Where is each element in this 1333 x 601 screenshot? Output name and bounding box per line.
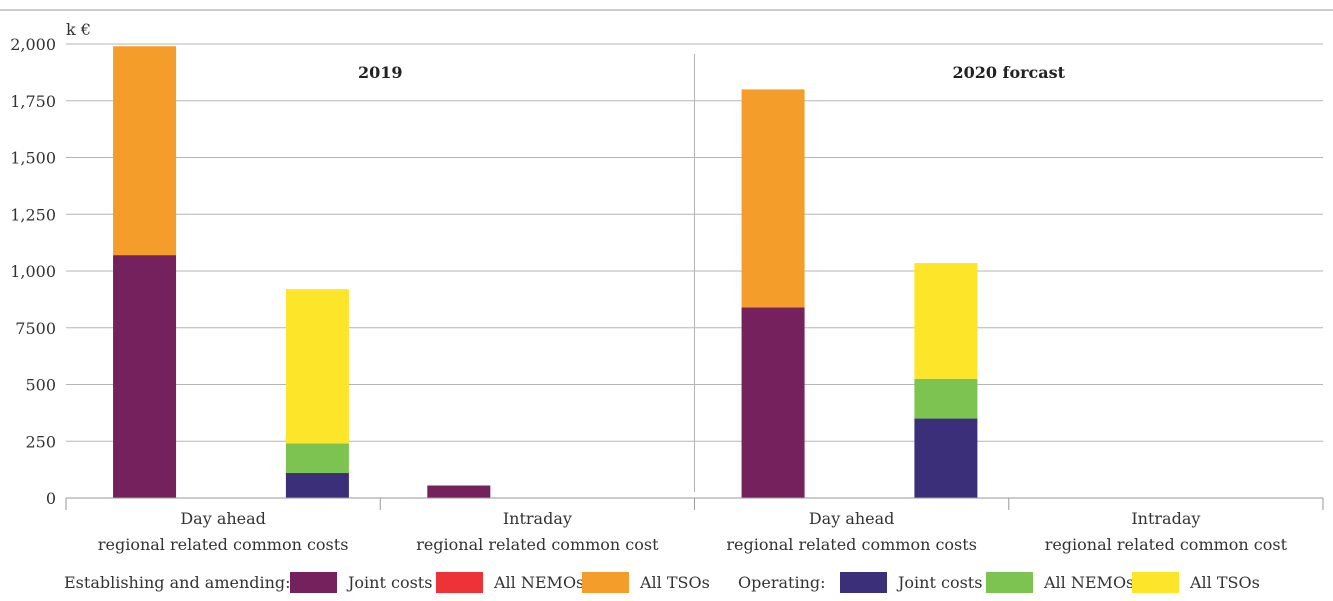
y-tick-label: 7500 — [15, 319, 56, 338]
bar-segment — [113, 46, 177, 256]
legend-item-label: All NEMOs — [493, 573, 584, 592]
y-tick-label: 250 — [25, 432, 56, 451]
legend-item-label: All TSOs — [1189, 573, 1260, 592]
bar-segment — [285, 443, 349, 474]
y-tick-label: 1,000 — [10, 262, 56, 281]
y-tick-label: 1,750 — [10, 92, 56, 111]
legend-group-label: Operating: — [738, 573, 826, 592]
bar-segment — [285, 473, 349, 498]
group-label: 2019 — [358, 63, 403, 82]
y-tick-label: 500 — [25, 376, 56, 395]
x-category-label-line1: Intraday — [1131, 509, 1200, 528]
x-category-label-line1: Intraday — [503, 509, 572, 528]
bar-segment — [914, 263, 978, 379]
x-category-label-line2: regional related common cost — [1045, 535, 1288, 554]
x-category-label-line1: Day ahead — [809, 509, 895, 528]
legend-swatch — [1132, 572, 1179, 593]
y-tick-label: 1,250 — [10, 205, 56, 224]
grid-layer — [0, 9, 1333, 442]
bar-segment — [427, 485, 491, 498]
x-category-label-line2: regional related common costs — [726, 535, 977, 554]
y-tick-label: 0 — [46, 489, 56, 508]
bar-segment — [113, 255, 177, 498]
bar-segment — [914, 418, 978, 498]
group-label: 2020 forcast — [952, 63, 1065, 82]
legend-item-label: All TSOs — [639, 573, 710, 592]
bar-segment — [914, 378, 978, 419]
legend: Establishing and amending: Joint costs All… — [64, 572, 1260, 593]
bar-segment — [285, 289, 349, 444]
legend-item-label: Joint costs — [346, 573, 432, 592]
y-tick-label: 1,500 — [10, 149, 56, 168]
legend-swatch — [840, 572, 887, 593]
legend-item-label: Joint costs — [896, 573, 982, 592]
x-category-label-line2: regional related common costs — [98, 535, 349, 554]
y-tick-label: 2,000 — [10, 35, 56, 54]
axis-layer: 0 250 500 7500 1,000 1,250 1,500 1,750 2,000 2019… — [10, 35, 1324, 554]
y-unit-label: k € — [66, 20, 91, 39]
bar-segment — [741, 89, 805, 308]
x-category-label-line1: Day ahead — [180, 509, 266, 528]
bar-layer — [113, 46, 978, 498]
legend-swatch — [436, 572, 483, 593]
legend-swatch — [986, 572, 1033, 593]
bar-segment — [741, 307, 805, 498]
legend-group-label: Establishing and amending: — [64, 573, 291, 592]
x-category-label-line2: regional related common cost — [416, 535, 659, 554]
legend-item-label: All NEMOs — [1043, 573, 1134, 592]
legend-swatch — [582, 572, 629, 593]
legend-swatch — [290, 572, 337, 593]
